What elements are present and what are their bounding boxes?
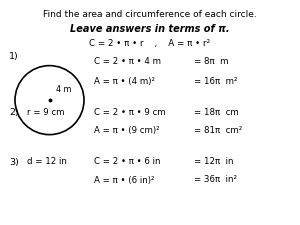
Text: r = 9 cm: r = 9 cm: [27, 108, 64, 117]
Text: = 36π  in²: = 36π in²: [194, 176, 236, 184]
Text: 2): 2): [9, 108, 19, 117]
Text: = 18π  cm: = 18π cm: [194, 108, 238, 117]
Text: C = 2 • π • r    ,    A = π • r²: C = 2 • π • r , A = π • r²: [89, 39, 211, 48]
Text: Find the area and circumference of each circle.: Find the area and circumference of each …: [43, 10, 257, 19]
Text: A = π • (4 m)²: A = π • (4 m)²: [94, 76, 155, 86]
Text: C = 2 • π • 4 m: C = 2 • π • 4 m: [94, 57, 161, 66]
Text: Leave answers in terms of π.: Leave answers in terms of π.: [70, 24, 230, 34]
Text: A = π • (9 cm)²: A = π • (9 cm)²: [94, 126, 160, 135]
Text: = 81π  cm²: = 81π cm²: [194, 126, 242, 135]
Text: 3): 3): [9, 158, 19, 166]
Text: d = 12 in: d = 12 in: [27, 158, 67, 166]
Text: 4 m: 4 m: [56, 86, 71, 94]
Text: C = 2 • π • 6 in: C = 2 • π • 6 in: [94, 158, 161, 166]
Text: = 16π  m²: = 16π m²: [194, 76, 237, 86]
Text: = 12π  in: = 12π in: [194, 158, 233, 166]
Text: A = π • (6 in)²: A = π • (6 in)²: [94, 176, 155, 184]
Text: C = 2 • π • 9 cm: C = 2 • π • 9 cm: [94, 108, 166, 117]
Text: = 8π  m: = 8π m: [194, 57, 228, 66]
Text: 1): 1): [9, 52, 19, 61]
